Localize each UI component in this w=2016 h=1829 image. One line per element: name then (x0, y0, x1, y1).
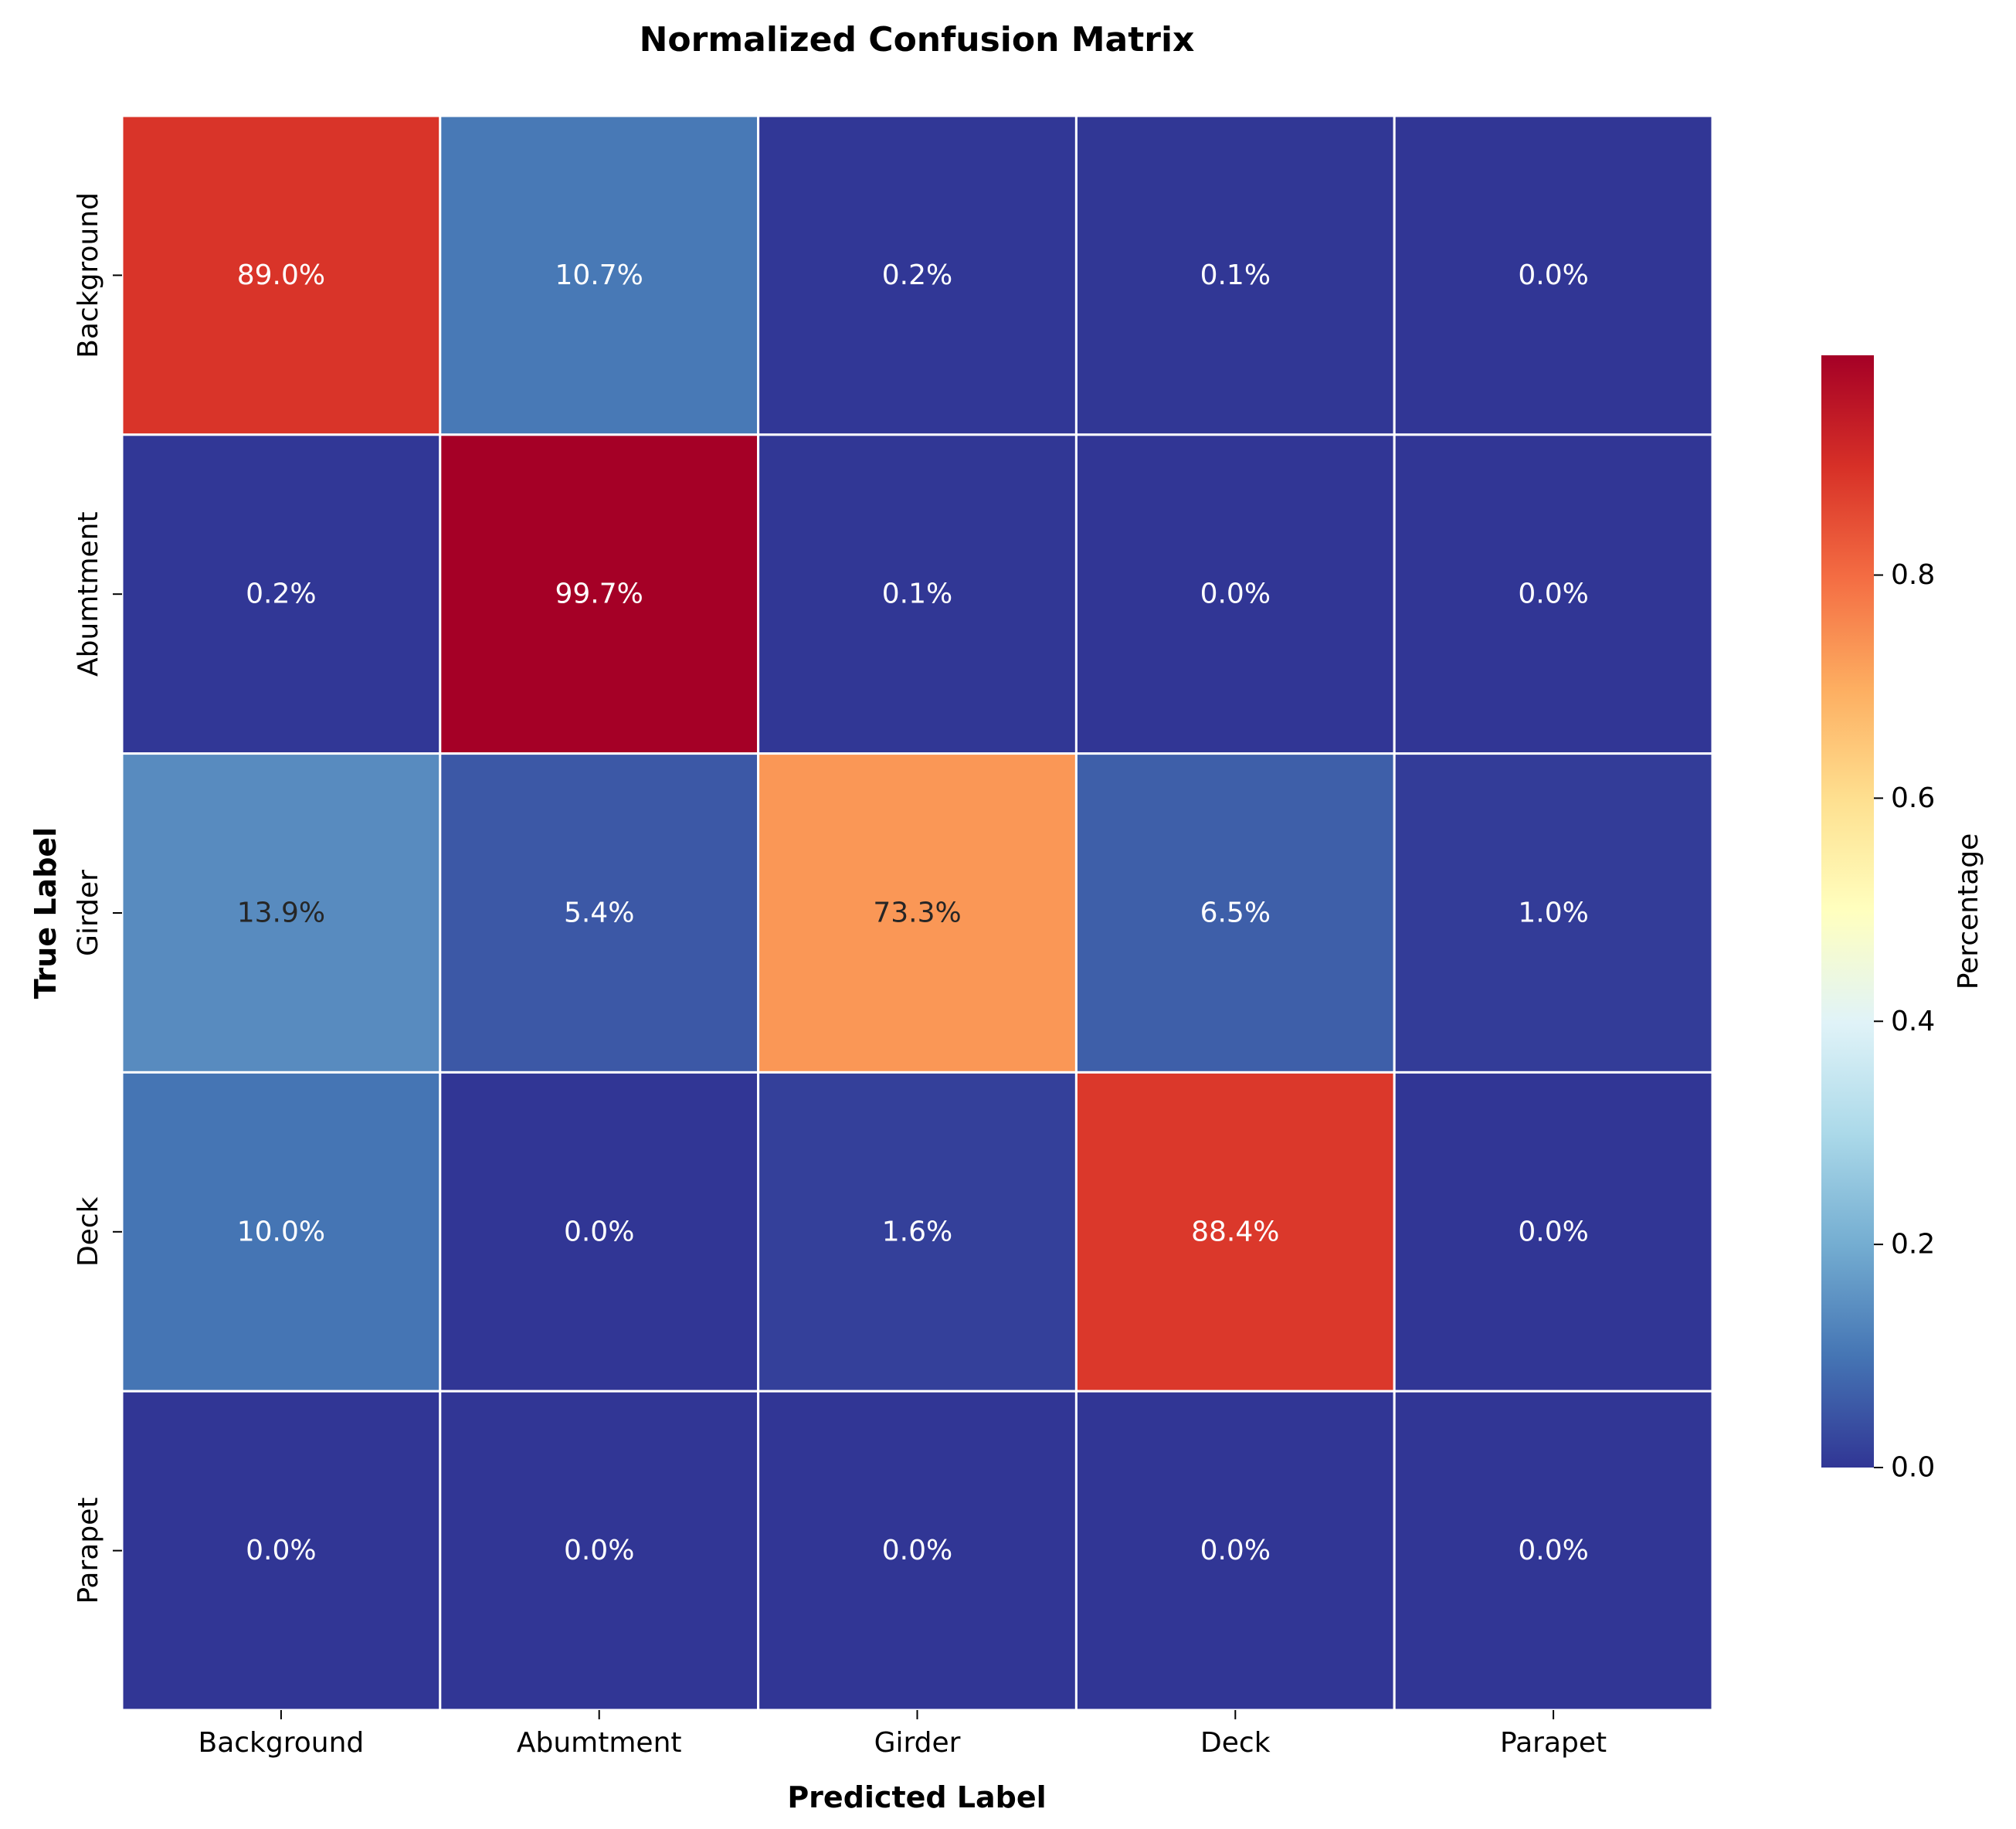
x-tick-label: Background (199, 1727, 365, 1759)
heatmap-cell (1393, 1071, 1714, 1393)
cell-value-label: 6.5% (1200, 898, 1271, 929)
heatmap-cell (1393, 433, 1714, 755)
heatmap-cell (757, 1071, 1078, 1393)
heatmap-cell (439, 1071, 760, 1393)
colorbar-tick-label: 0.2 (1891, 1229, 1935, 1261)
cell-value-label: 0.0% (1518, 579, 1588, 610)
cell-value-label: 0.2% (882, 260, 952, 291)
y-axis-ticks: Background Abumtment Girder Deck Parapet (73, 192, 122, 1604)
y-tick-label: Parapet (73, 1498, 104, 1604)
y-tick-label: Girder (73, 870, 104, 956)
heatmap-cell (757, 433, 1078, 755)
cell-value-label: 10.7% (555, 260, 643, 291)
cell-value-label: 0.0% (564, 1216, 634, 1247)
cell-value-label: 10.0% (237, 1216, 325, 1247)
heatmap-cell (1393, 114, 1714, 436)
colorbar-tick-label: 0.0 (1891, 1452, 1935, 1484)
cell-value-label: 0.0% (1200, 1535, 1271, 1566)
heatmap-cell (120, 114, 442, 436)
x-axis-ticks: Background Abumtment Girder Deck Parapet (199, 1710, 1607, 1759)
x-tick-label: Parapet (1500, 1727, 1607, 1759)
y-tick-label: Abumtment (73, 511, 104, 677)
cell-value-label: 0.0% (246, 1535, 316, 1566)
heatmap-cell (757, 114, 1078, 436)
cell-value-label: 0.1% (882, 579, 952, 610)
heatmap-cell (439, 752, 760, 1074)
y-tick-label: Deck (73, 1196, 104, 1267)
cell-value-label: 0.0% (1518, 1535, 1588, 1566)
cell-value-label: 13.9% (237, 898, 325, 929)
x-tick-label: Abumtment (517, 1727, 682, 1759)
colorbar-tick-label: 0.4 (1891, 1006, 1935, 1037)
cell-value-label: 0.2% (246, 579, 316, 610)
cell-value-label: 0.0% (1518, 1216, 1588, 1247)
colorbar-tick-label: 0.8 (1891, 559, 1935, 591)
cell-value-label: 1.0% (1518, 898, 1588, 929)
colorbar-label: Percentage (1953, 833, 1984, 990)
cell-value-label: 0.1% (1200, 260, 1271, 291)
cell-value-label: 73.3% (873, 898, 961, 929)
chart-title: Normalized Confusion Matrix (640, 20, 1195, 59)
heatmap-cell (439, 1390, 760, 1712)
heatmap-cell (439, 114, 760, 436)
heatmap-cells: 89.0% 10.7% 0.2% 0.1% 0.0% 0.2% 99.7% 0.1% 0.0% 0… (120, 114, 1714, 1712)
cell-value-label: 99.7% (555, 579, 643, 610)
heatmap-cell (1074, 114, 1396, 436)
heatmap-cell (1074, 1071, 1396, 1393)
cell-value-label: 5.4% (564, 898, 634, 929)
cell-value-label: 0.0% (564, 1535, 634, 1566)
heatmap-cell (120, 433, 442, 755)
colorbar (1821, 355, 1874, 1468)
heatmap-cell (757, 752, 1078, 1074)
cell-value-label: 88.4% (1191, 1216, 1279, 1247)
x-tick-label: Deck (1200, 1727, 1271, 1759)
colorbar-tick-label: 0.6 (1891, 782, 1935, 814)
colorbar-ticks: 0.0 0.2 0.4 0.6 0.8 (1874, 559, 1935, 1484)
x-tick-label: Girder (874, 1727, 961, 1759)
cell-value-label: 0.0% (882, 1535, 952, 1566)
y-tick-label: Background (73, 192, 104, 358)
heatmap-cell (1393, 752, 1714, 1074)
cell-value-label: 0.0% (1200, 579, 1271, 610)
cell-value-label: 89.0% (237, 260, 325, 291)
heatmap-cell (1393, 1390, 1714, 1712)
x-axis-label: Predicted Label (787, 1780, 1046, 1814)
cell-value-label: 0.0% (1518, 260, 1588, 291)
heatmap-cell (757, 1390, 1078, 1712)
y-axis-label: True Label (29, 827, 63, 999)
heatmap-cell (120, 1390, 442, 1712)
cell-value-label: 1.6% (882, 1216, 952, 1247)
heatmap-cell (1074, 752, 1396, 1074)
